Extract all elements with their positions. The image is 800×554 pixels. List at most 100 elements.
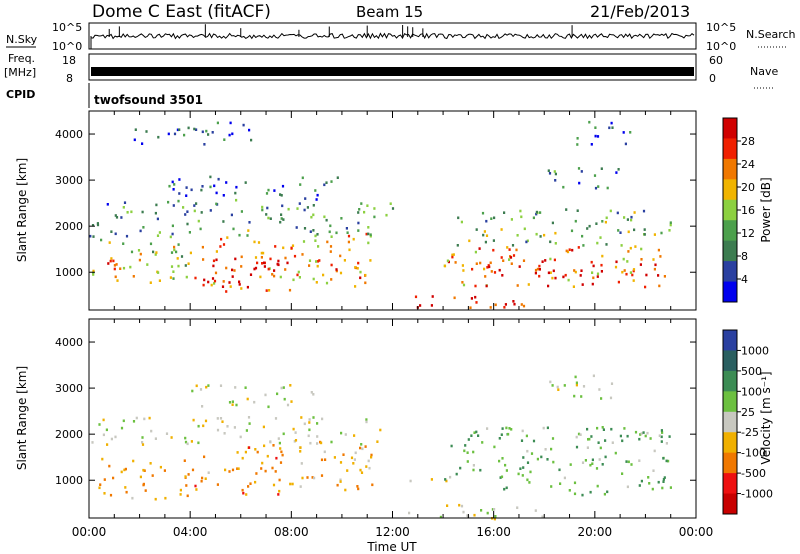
scatter-cell — [231, 400, 234, 403]
scatter-cell — [586, 427, 589, 431]
scatter-cell — [356, 267, 359, 270]
scatter-cell — [446, 504, 449, 507]
scatter-cell — [125, 234, 129, 238]
scatter-cell — [391, 207, 395, 210]
scatter-cell — [484, 240, 487, 244]
scatter-cell — [479, 261, 482, 265]
scatter-cell — [216, 428, 220, 432]
scatter-cell — [329, 224, 332, 228]
scatter-cell — [460, 220, 463, 224]
scatter-cell — [505, 426, 508, 430]
scatter-cell — [487, 264, 490, 267]
scatter-cell — [254, 448, 257, 451]
noise-tick-top-left: 10^5 — [52, 21, 82, 34]
scatter-cell — [588, 437, 591, 441]
scatter-cell — [526, 461, 530, 464]
colorbar-swatch — [723, 391, 737, 413]
velocity-cells — [91, 374, 672, 521]
scatter-cell — [301, 253, 304, 256]
scatter-cell — [308, 259, 312, 262]
scatter-cell — [548, 172, 552, 175]
scatter-cell — [617, 229, 620, 232]
scatter-cell — [312, 213, 315, 217]
scatter-cell — [133, 138, 136, 142]
scatter-cell — [629, 271, 632, 274]
scatter-cell — [157, 135, 160, 139]
scatter-cell — [120, 470, 123, 474]
scatter-cell — [330, 180, 333, 183]
scatter-cell — [242, 491, 245, 495]
station-title: Dome C East (fitACF) — [92, 2, 271, 22]
scatter-cell — [522, 259, 526, 262]
scatter-cell — [177, 199, 180, 203]
scatter-cell — [92, 273, 95, 276]
scatter-cell — [625, 272, 628, 276]
scatter-cell — [314, 239, 317, 242]
scatter-cell — [238, 233, 241, 237]
scatter-cell — [466, 451, 469, 454]
scatter-cell — [657, 248, 660, 252]
colorbar-tick-label: 16 — [741, 204, 755, 217]
scatter-cell — [98, 423, 101, 426]
scatter-cell — [262, 425, 265, 429]
y-tick-label: 4000 — [55, 128, 83, 141]
scatter-cell — [179, 493, 182, 496]
scatter-cell — [274, 417, 278, 420]
scatter-cell — [653, 449, 656, 453]
scatter-cell — [273, 189, 276, 192]
scatter-cell — [360, 202, 363, 205]
scatter-cell — [159, 465, 162, 469]
scatter-cell — [241, 488, 244, 492]
scatter-cell — [558, 468, 561, 472]
scatter-cell — [264, 393, 267, 397]
scatter-cell — [368, 466, 371, 470]
scatter-cell — [301, 476, 304, 480]
y-tick-label: 3000 — [55, 382, 83, 395]
scatter-cell — [357, 221, 360, 225]
scatter-cell — [289, 384, 292, 387]
scatter-cell — [472, 464, 475, 467]
scatter-cell — [527, 283, 530, 286]
scatter-cell — [630, 218, 633, 222]
scatter-cell — [501, 457, 504, 460]
scatter-cell — [190, 440, 193, 443]
scatter-cell — [178, 192, 181, 195]
scatter-cell — [222, 220, 225, 223]
scatter-cell — [244, 386, 247, 389]
scatter-cell — [233, 269, 236, 272]
scatter-cell — [279, 447, 282, 450]
scatter-cell — [469, 306, 472, 309]
scatter-cell — [347, 240, 350, 244]
scatter-cell — [134, 128, 137, 131]
scatter-cell — [253, 400, 256, 404]
scatter-cell — [281, 204, 284, 208]
scatter-cell — [114, 214, 117, 217]
freq-trace-band — [91, 67, 694, 76]
scatter-cell — [183, 459, 186, 462]
scatter-cell — [200, 211, 203, 214]
scatter-cell — [499, 476, 502, 479]
scatter-cell — [284, 256, 287, 260]
scatter-cell — [590, 435, 593, 438]
scatter-cell — [474, 250, 477, 254]
scatter-cell — [326, 240, 329, 244]
scatter-cell — [535, 212, 538, 216]
scatter-cell — [179, 488, 182, 492]
scatter-cell — [600, 263, 603, 267]
power-x-ticks — [88, 111, 697, 310]
scatter-cell — [271, 466, 274, 470]
scatter-cell — [623, 427, 626, 430]
scatter-cell — [220, 237, 223, 241]
scatter-cell — [449, 475, 452, 479]
scatter-cell — [604, 439, 607, 442]
scatter-cell — [359, 446, 362, 450]
scatter-cell — [570, 229, 574, 233]
colorbar-tick-label: 20 — [741, 181, 755, 194]
scatter-cell — [658, 284, 661, 288]
scatter-cell — [455, 472, 458, 476]
scatter-cell — [170, 436, 173, 439]
date-title: 21/Feb/2013 — [590, 2, 690, 21]
scatter-cell — [309, 441, 312, 445]
scatter-cell — [553, 170, 556, 173]
scatter-cell — [498, 437, 501, 440]
